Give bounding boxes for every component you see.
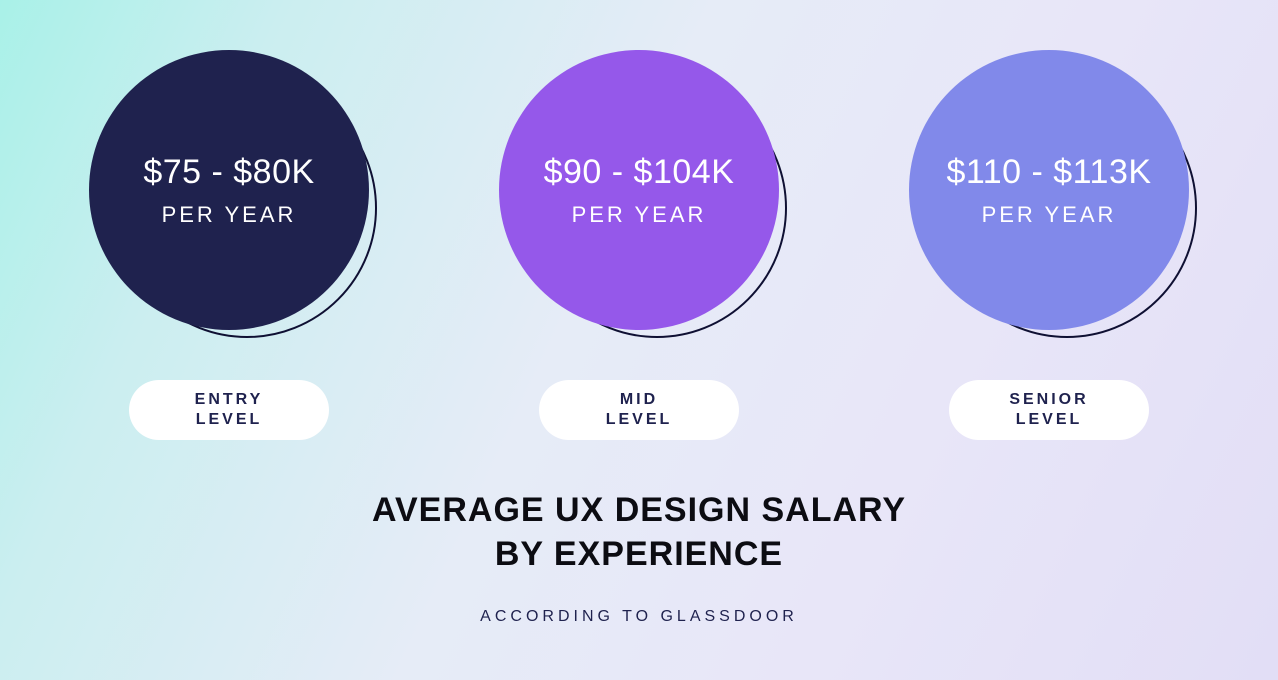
level-circle-senior: $110 - $113K PER YEAR [909,50,1189,330]
fill-circle: $90 - $104K PER YEAR [499,50,779,330]
pills-row: ENTRY LEVEL MID LEVEL SENIOR LEVEL [129,380,1149,440]
level-pill-mid: MID LEVEL [539,380,739,440]
level-circle-entry: $75 - $80K PER YEAR [89,50,369,330]
level-pill-entry: ENTRY LEVEL [129,380,329,440]
salary-value: $75 - $80K [143,153,314,192]
fill-circle: $110 - $113K PER YEAR [909,50,1189,330]
level-circle-mid: $90 - $104K PER YEAR [499,50,779,330]
infographic-content: $75 - $80K PER YEAR $90 - $104K PER YEAR… [0,0,1278,680]
salary-value: $110 - $113K [946,153,1151,192]
circles-row: $75 - $80K PER YEAR $90 - $104K PER YEAR… [89,50,1189,330]
per-year-label: PER YEAR [982,202,1117,228]
source-attribution: ACCORDING TO GLASSDOOR [480,608,798,626]
per-year-label: PER YEAR [572,202,707,228]
salary-value: $90 - $104K [544,153,735,192]
per-year-label: PER YEAR [162,202,297,228]
level-pill-senior: SENIOR LEVEL [949,380,1149,440]
infographic-title: AVERAGE UX DESIGN SALARY BY EXPERIENCE [372,488,906,576]
fill-circle: $75 - $80K PER YEAR [89,50,369,330]
